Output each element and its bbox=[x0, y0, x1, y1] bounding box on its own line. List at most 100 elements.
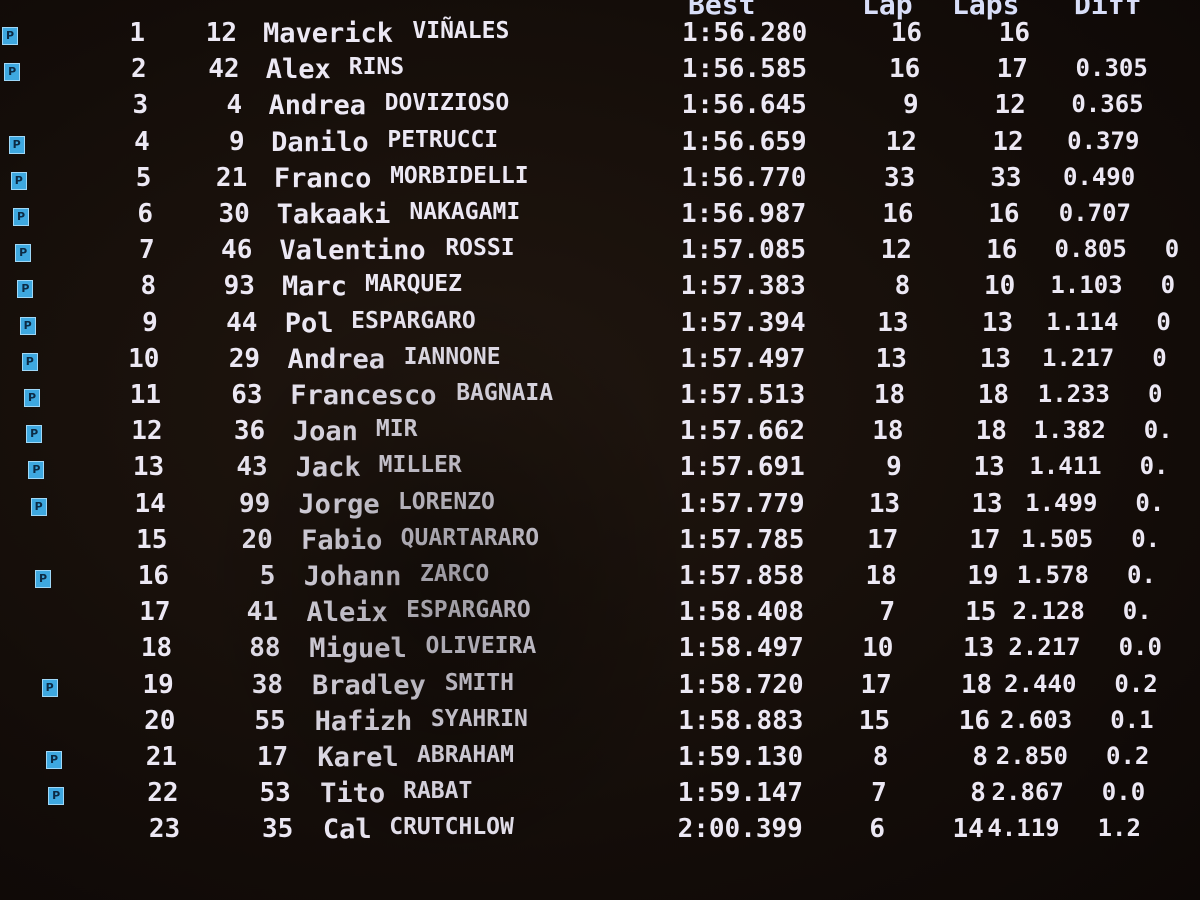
rider-first-name: Bradley bbox=[311, 669, 426, 701]
best-time: 1:56.770 bbox=[681, 162, 807, 193]
best-time: 1:57.779 bbox=[679, 488, 805, 519]
position: 14 bbox=[134, 488, 166, 519]
best-lap: 18 bbox=[872, 416, 904, 447]
position: 16 bbox=[137, 561, 169, 591]
table-row[interactable]: P 2 42 Alex RINS 1:56.585 16 17 0.305 bbox=[0, 54, 1200, 90]
best-time: 1:57.394 bbox=[680, 307, 806, 338]
table-row[interactable]: P 5 21 Franco MORBIDELLI 1:56.770 33 33 0.490 bbox=[0, 163, 1200, 199]
pit-badge-icon: P bbox=[30, 497, 47, 516]
rider-number: 35 bbox=[262, 814, 294, 845]
table-row[interactable]: P 8 93 Marc MARQUEZ 1:57.383 8 10 1.103 0 bbox=[0, 271, 1200, 307]
gap-previous: 0. bbox=[1127, 561, 1156, 589]
rider-first-name: Aleix bbox=[306, 597, 388, 629]
best-lap: 13 bbox=[877, 307, 909, 338]
gap-diff: 2.867 bbox=[991, 778, 1064, 807]
gap-previous: 0.0 bbox=[1118, 633, 1162, 662]
header-diff: Diff bbox=[1074, 0, 1142, 21]
pit-badge-icon: P bbox=[26, 425, 43, 444]
gap-diff: 2.440 bbox=[1004, 669, 1077, 698]
table-row[interactable]: 15 20 Fabio QUARTARARO 1:57.785 17 17 1.505 0. bbox=[0, 525, 1200, 561]
best-lap: 12 bbox=[880, 235, 912, 266]
rider-number: 38 bbox=[251, 669, 284, 700]
rider-first-name: Marc bbox=[282, 271, 348, 303]
position: 12 bbox=[131, 416, 163, 447]
table-row[interactable]: 17 41 Aleix ESPARGARO 1:58.408 7 15 2.128 0. bbox=[0, 597, 1200, 633]
position: 20 bbox=[144, 705, 176, 736]
gap-diff: 2.850 bbox=[995, 742, 1068, 770]
gap-diff: 0.379 bbox=[1067, 126, 1140, 155]
gap-diff: 1.217 bbox=[1041, 343, 1115, 372]
gap-diff: 2.603 bbox=[999, 705, 1073, 734]
header-best: Best bbox=[688, 0, 756, 21]
rider-last-name: NAKAGAMI bbox=[409, 199, 521, 225]
position: 21 bbox=[145, 742, 177, 772]
best-time: 1:57.858 bbox=[679, 561, 805, 591]
best-time: 1:58.497 bbox=[678, 633, 804, 664]
rider-number: 44 bbox=[226, 307, 258, 338]
position: 8 bbox=[140, 271, 157, 302]
total-laps: 18 bbox=[975, 416, 1007, 447]
total-laps: 16 bbox=[958, 705, 991, 736]
pit-badge-icon: P bbox=[21, 352, 38, 371]
rider-number: 43 bbox=[236, 452, 268, 483]
gap-previous: 0.2 bbox=[1106, 742, 1150, 770]
rider-number: 5 bbox=[259, 561, 276, 591]
table-row[interactable]: 23 35 Cal CRUTCHLOW 2:00.399 6 14 4.119 1.2 bbox=[0, 814, 1200, 850]
rider-first-name: Johann bbox=[303, 561, 402, 592]
rider-number: 29 bbox=[228, 343, 261, 374]
table-row[interactable]: P 11 63 Francesco BAGNAIA 1:57.513 18 18 1.233 0 bbox=[0, 380, 1200, 416]
table-row[interactable]: 18 88 Miguel OLIVEIRA 1:58.497 10 13 2.217 0.0 bbox=[0, 633, 1200, 669]
best-time: 1:57.662 bbox=[679, 416, 806, 447]
table-row[interactable]: P 14 99 Jorge LORENZO 1:57.779 13 13 1.499 0. bbox=[0, 489, 1200, 525]
pit-badge-icon: P bbox=[8, 135, 25, 154]
rider-number: 17 bbox=[256, 742, 289, 772]
best-lap: 7 bbox=[879, 597, 896, 628]
table-row[interactable]: P 10 29 Andrea IANNONE 1:57.497 13 13 1.217 0 bbox=[0, 344, 1200, 380]
table-row[interactable]: P 19 38 Bradley SMITH 1:58.720 17 18 2.440 0.2 bbox=[0, 670, 1200, 706]
best-time: 1:57.785 bbox=[679, 524, 805, 555]
position: 9 bbox=[142, 307, 158, 338]
best-lap: 33 bbox=[883, 162, 916, 193]
best-lap: 16 bbox=[889, 54, 921, 85]
rider-first-name: Danilo bbox=[271, 126, 369, 158]
total-laps: 19 bbox=[967, 561, 999, 591]
position: 1 bbox=[129, 18, 145, 48]
total-laps: 10 bbox=[983, 271, 1016, 302]
table-row[interactable]: 3 4 Andrea DOVIZIOSO 1:56.645 9 12 0.365 bbox=[0, 90, 1200, 126]
rider-last-name: CRUTCHLOW bbox=[389, 814, 514, 841]
best-time: 1:57.497 bbox=[680, 343, 806, 374]
position: 19 bbox=[142, 669, 174, 700]
table-row[interactable]: P 22 53 Tito RABAT 1:59.147 7 8 2.867 0.0 bbox=[0, 778, 1200, 814]
table-row[interactable]: P 6 30 Takaaki NAKAGAMI 1:56.987 16 16 0.707 bbox=[0, 199, 1200, 235]
gap-previous: 1.2 bbox=[1097, 814, 1141, 843]
rider-last-name: SYAHRIN bbox=[430, 705, 528, 732]
rider-number: 30 bbox=[218, 199, 250, 229]
pit-badge-icon: P bbox=[13, 208, 29, 226]
rider-first-name: Pol bbox=[284, 307, 334, 339]
table-row[interactable]: P 16 5 Johann ZARCO 1:57.858 18 19 1.578 0. bbox=[0, 561, 1200, 597]
gap-previous: 0.2 bbox=[1114, 669, 1158, 698]
position: 18 bbox=[140, 633, 173, 664]
table-row[interactable]: P 7 46 Valentino ROSSI 1:57.085 12 16 0.805 0 bbox=[0, 235, 1200, 271]
rider-first-name: Alex bbox=[265, 54, 331, 86]
rider-first-name: Fabio bbox=[301, 524, 383, 556]
table-row[interactable]: P 12 36 Joan MIR 1:57.662 18 18 1.382 0. bbox=[0, 416, 1200, 452]
rider-last-name: QUARTARARO bbox=[400, 524, 540, 551]
table-row[interactable]: P 1 12 Maverick VIÑALES 1:56.280 16 16 bbox=[0, 18, 1200, 54]
table-row[interactable]: P 9 44 Pol ESPARGARO 1:57.394 13 13 1.114 0 bbox=[0, 308, 1200, 344]
table-row[interactable]: P 13 43 Jack MILLER 1:57.691 9 13 1.411 0. bbox=[0, 452, 1200, 488]
rider-last-name: BAGNAIA bbox=[456, 380, 554, 406]
table-row[interactable]: P 4 9 Danilo PETRUCCI 1:56.659 12 12 0.379 bbox=[0, 127, 1200, 163]
table-row[interactable]: 20 55 Hafizh SYAHRIN 1:58.883 15 16 2.603 0.1 bbox=[0, 706, 1200, 742]
pit-badge-icon: P bbox=[48, 787, 65, 806]
table-row[interactable]: P 21 17 Karel ABRAHAM 1:59.130 8 8 2.850 0.2 bbox=[0, 742, 1200, 778]
gap-diff: 0.365 bbox=[1071, 90, 1144, 119]
total-laps: 8 bbox=[970, 778, 986, 809]
rider-number: 9 bbox=[229, 126, 245, 157]
gap-previous: 0. bbox=[1122, 597, 1152, 626]
rider-number: 55 bbox=[254, 705, 286, 736]
total-laps: 18 bbox=[977, 380, 1009, 410]
best-lap: 16 bbox=[890, 18, 922, 48]
best-lap: 18 bbox=[865, 561, 897, 591]
gap-diff: 0.490 bbox=[1062, 162, 1136, 191]
